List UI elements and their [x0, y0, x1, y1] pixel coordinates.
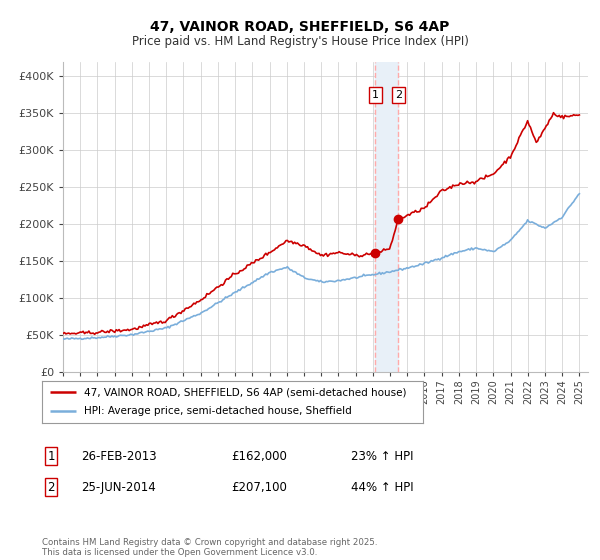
Text: 2: 2 — [395, 90, 402, 100]
Text: 25-JUN-2014: 25-JUN-2014 — [81, 480, 156, 494]
Text: 23% ↑ HPI: 23% ↑ HPI — [351, 450, 413, 463]
Text: 2: 2 — [47, 480, 55, 494]
Text: £162,000: £162,000 — [231, 450, 287, 463]
Text: 44% ↑ HPI: 44% ↑ HPI — [351, 480, 413, 494]
Text: £207,100: £207,100 — [231, 480, 287, 494]
Bar — [376, 62, 398, 372]
Text: Price paid vs. HM Land Registry's House Price Index (HPI): Price paid vs. HM Land Registry's House … — [131, 35, 469, 48]
Text: 47, VAINOR ROAD, SHEFFIELD, S6 4AP (semi-detached house): 47, VAINOR ROAD, SHEFFIELD, S6 4AP (semi… — [84, 387, 406, 397]
Text: 1: 1 — [47, 450, 55, 463]
Text: 47, VAINOR ROAD, SHEFFIELD, S6 4AP: 47, VAINOR ROAD, SHEFFIELD, S6 4AP — [151, 20, 449, 34]
Text: Contains HM Land Registry data © Crown copyright and database right 2025.
This d: Contains HM Land Registry data © Crown c… — [42, 538, 377, 557]
Text: 1: 1 — [372, 90, 379, 100]
Text: 26-FEB-2013: 26-FEB-2013 — [81, 450, 157, 463]
Text: HPI: Average price, semi-detached house, Sheffield: HPI: Average price, semi-detached house,… — [84, 407, 352, 417]
